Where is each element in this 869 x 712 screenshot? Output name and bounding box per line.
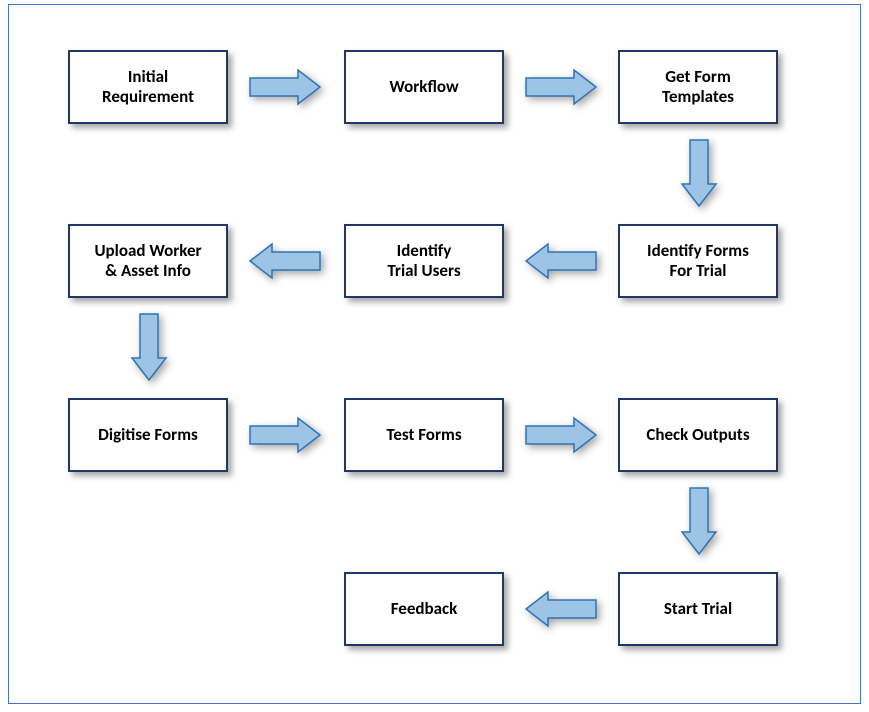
node-label: Identify Forms For Trial	[647, 241, 749, 280]
arrow-left	[526, 592, 596, 631]
node-label: Upload Worker & Asset Info	[94, 241, 201, 280]
arrow-left	[526, 244, 596, 283]
node-label: Test Forms	[386, 425, 461, 445]
node-identify-forms: Identify Forms For Trial	[618, 224, 778, 298]
arrow-down	[132, 314, 166, 385]
node-label: Check Outputs	[646, 425, 749, 445]
node-digitise-forms: Digitise Forms	[68, 398, 228, 472]
node-label: Workflow	[389, 77, 458, 97]
node-label: Feedback	[391, 599, 458, 619]
arrow-left	[250, 244, 320, 283]
node-upload-info: Upload Worker & Asset Info	[68, 224, 228, 298]
diagram-frame: Initial Requirement Workflow Get Form Temp…	[0, 0, 869, 712]
node-check-outputs: Check Outputs	[618, 398, 778, 472]
node-label: Identify Trial Users	[387, 241, 460, 280]
node-start-trial: Start Trial	[618, 572, 778, 646]
arrow-right	[526, 418, 596, 457]
arrow-right	[526, 70, 596, 109]
node-identify-users: Identify Trial Users	[344, 224, 504, 298]
node-feedback: Feedback	[344, 572, 504, 646]
node-test-forms: Test Forms	[344, 398, 504, 472]
node-label: Initial Requirement	[102, 67, 194, 106]
node-workflow: Workflow	[344, 50, 504, 124]
arrow-down	[682, 488, 716, 559]
arrow-right	[250, 70, 320, 109]
arrow-right	[250, 418, 320, 457]
node-label: Start Trial	[664, 599, 732, 619]
node-label: Get Form Templates	[662, 67, 734, 106]
node-get-form-templates: Get Form Templates	[618, 50, 778, 124]
node-label: Digitise Forms	[98, 425, 198, 445]
arrow-down	[682, 140, 716, 211]
node-initial-requirement: Initial Requirement	[68, 50, 228, 124]
